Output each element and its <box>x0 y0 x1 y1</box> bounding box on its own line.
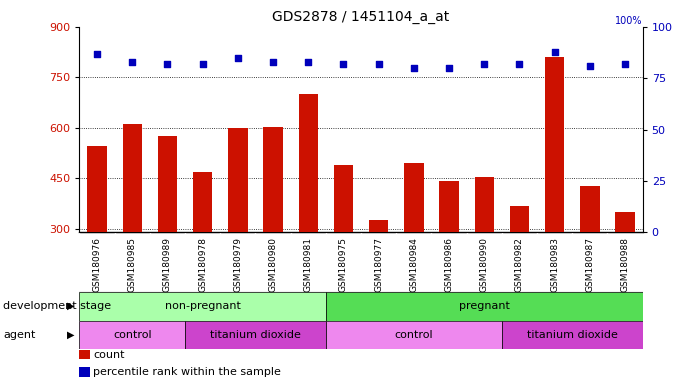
Point <box>514 61 525 67</box>
Bar <box>475 177 494 330</box>
Text: control: control <box>113 330 151 340</box>
Point <box>232 55 243 61</box>
Text: ▶: ▶ <box>67 301 75 311</box>
Bar <box>439 181 459 330</box>
Text: GSM180982: GSM180982 <box>515 237 524 292</box>
Bar <box>510 206 529 330</box>
Bar <box>502 321 643 349</box>
Text: GSM180983: GSM180983 <box>550 237 559 292</box>
Point <box>91 51 102 57</box>
Point <box>444 65 455 71</box>
Bar <box>404 162 424 330</box>
Text: GSM180990: GSM180990 <box>480 237 489 292</box>
Bar <box>193 172 212 330</box>
Point <box>549 48 560 55</box>
Text: GSM180975: GSM180975 <box>339 237 348 292</box>
Text: GSM180985: GSM180985 <box>128 237 137 292</box>
Point <box>338 61 349 67</box>
Text: GSM180980: GSM180980 <box>269 237 278 292</box>
Bar <box>326 292 643 321</box>
Text: GSM180977: GSM180977 <box>374 237 383 292</box>
Text: non-pregnant: non-pregnant <box>164 301 240 311</box>
Bar <box>228 128 247 330</box>
Bar <box>545 57 565 330</box>
Text: control: control <box>395 330 433 340</box>
Text: percentile rank within the sample: percentile rank within the sample <box>93 367 281 377</box>
Text: GSM180989: GSM180989 <box>163 237 172 292</box>
Point <box>303 59 314 65</box>
Point <box>620 61 631 67</box>
Point <box>126 59 138 65</box>
Text: GSM180984: GSM180984 <box>409 237 418 292</box>
Bar <box>299 94 318 330</box>
Text: GSM180978: GSM180978 <box>198 237 207 292</box>
Text: ▶: ▶ <box>67 330 75 340</box>
Bar <box>122 124 142 330</box>
Bar <box>158 136 177 330</box>
Point <box>585 63 596 69</box>
Bar <box>326 321 502 349</box>
Point <box>408 65 419 71</box>
Point <box>162 61 173 67</box>
Bar <box>616 212 635 330</box>
Bar <box>79 292 326 321</box>
Text: 100%: 100% <box>615 16 643 26</box>
Bar <box>185 321 326 349</box>
Text: GSM180988: GSM180988 <box>621 237 630 292</box>
Text: pregnant: pregnant <box>459 301 510 311</box>
Bar <box>334 165 353 330</box>
Bar <box>580 186 600 330</box>
Title: GDS2878 / 1451104_a_at: GDS2878 / 1451104_a_at <box>272 10 450 25</box>
Text: agent: agent <box>3 330 36 340</box>
Bar <box>87 146 106 330</box>
Point <box>197 61 208 67</box>
Point <box>479 61 490 67</box>
Bar <box>263 127 283 330</box>
Text: GSM180979: GSM180979 <box>234 237 243 292</box>
Point <box>267 59 278 65</box>
Text: GSM180987: GSM180987 <box>585 237 594 292</box>
Text: titanium dioxide: titanium dioxide <box>210 330 301 340</box>
Text: titanium dioxide: titanium dioxide <box>527 330 618 340</box>
Bar <box>79 321 185 349</box>
Text: GSM180986: GSM180986 <box>444 237 453 292</box>
Point <box>373 61 384 67</box>
Text: development stage: development stage <box>3 301 111 311</box>
Text: GSM180976: GSM180976 <box>93 237 102 292</box>
Text: count: count <box>93 349 125 360</box>
Text: GSM180981: GSM180981 <box>304 237 313 292</box>
Bar <box>369 220 388 330</box>
